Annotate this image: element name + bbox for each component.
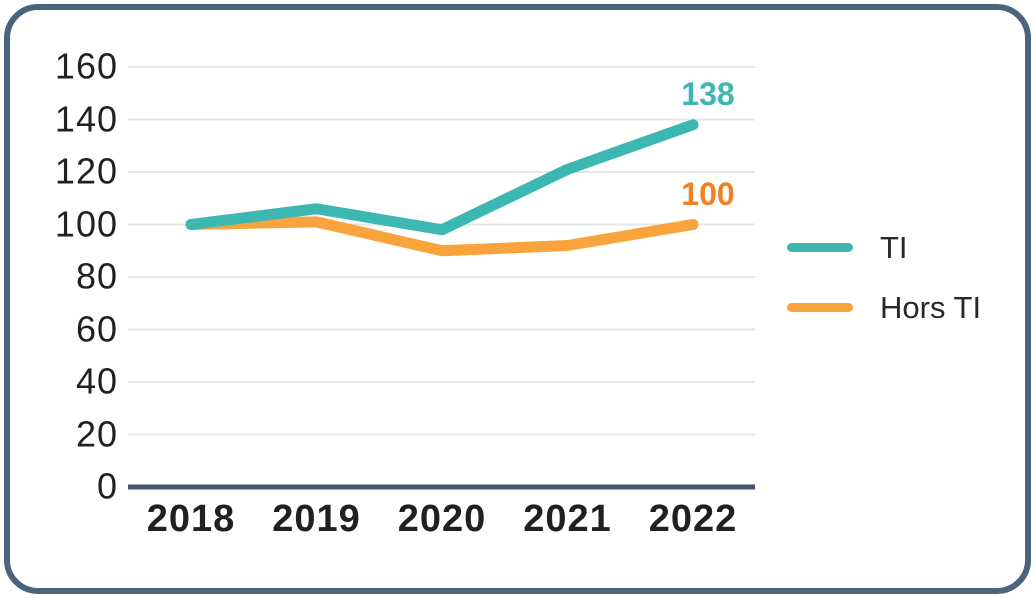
series-line-ti [185,119,699,236]
x-tick-label: 2020 [397,498,487,540]
data-label-hors-ti: 100 [681,175,735,212]
y-tick-label: 100 [54,202,118,244]
y-tick-label: 120 [54,150,118,192]
legend-item-ti: TI [787,230,981,264]
legend: TI Hors TI [787,230,981,350]
x-tick-label: 2022 [648,498,738,540]
y-tick-label: 60 [75,307,118,349]
data-label-ti: 138 [681,75,735,112]
legend-swatch-icon [787,242,853,252]
series-line-hors-ti [185,216,699,257]
y-tick-label: 20 [75,412,118,454]
x-tick-label: 2019 [272,498,361,540]
y-axis: 160 140 120 100 80 60 40 20 0 [0,0,118,598]
y-tick-label: 160 [54,45,118,87]
y-tick-label: 80 [75,255,118,297]
x-tick-label: 2018 [146,498,236,540]
y-tick-label: 140 [54,97,118,139]
y-tick-label: 40 [75,360,118,402]
chart-frame [4,4,1031,594]
x-tick-label: 2021 [523,498,612,540]
legend-label: Hors TI [880,289,982,325]
y-tick-label: 0 [96,465,118,507]
legend-swatch-icon [787,302,853,312]
legend-item-hors-ti: Hors TI [787,290,981,324]
legend-label: TI [880,229,908,265]
